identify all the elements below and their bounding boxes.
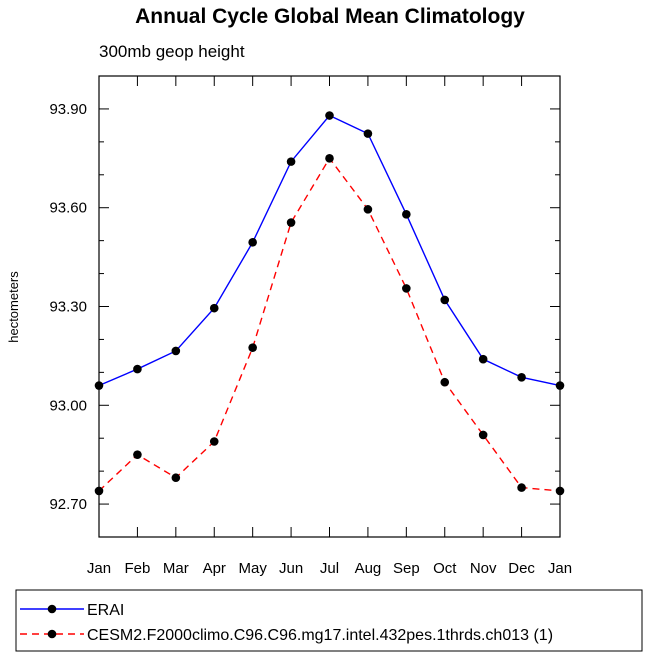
legend-marker-0	[47, 604, 57, 614]
series-0-point	[402, 210, 411, 219]
chart-title: Annual Cycle Global Mean Climatology	[135, 5, 525, 28]
series-0-point	[171, 346, 181, 356]
series-1-point	[248, 343, 257, 352]
series-1-point	[363, 205, 373, 214]
y-tick-label: 93.90	[49, 101, 87, 118]
chart-subtitle: 300mb geop height	[99, 42, 245, 61]
series-0-point	[325, 111, 334, 120]
legend-marker-1	[47, 629, 57, 639]
series-1-point	[171, 473, 181, 483]
series-0-point	[440, 295, 450, 305]
series-1-point	[402, 284, 411, 293]
x-tick-label: Jul	[320, 560, 339, 577]
series-1-point	[325, 154, 334, 163]
x-tick-label: Jan	[548, 560, 572, 577]
series-1-point	[133, 450, 142, 459]
legend: ERAI CESM2.F2000climo.C96.C96.mg17.intel.…	[20, 602, 553, 644]
x-tick-label: Apr	[203, 560, 226, 577]
series-1-point	[517, 483, 526, 492]
series-1-point	[94, 486, 104, 496]
x-tick-label: May	[238, 560, 267, 577]
series-0-point	[478, 354, 488, 364]
series-1-point	[478, 430, 488, 440]
series-1-point	[555, 486, 565, 496]
y-axis-label: hectometers	[6, 271, 21, 343]
series-0-point	[555, 381, 565, 390]
series-line-1	[98, 157, 561, 492]
plot-frame	[98, 75, 561, 538]
x-tick-label: Jan	[87, 560, 111, 577]
legend-box	[15, 589, 643, 652]
legend-label-1: CESM2.F2000climo.C96.C96.mg17.intel.432p…	[87, 627, 553, 644]
series-1-point	[286, 218, 296, 227]
x-tick-label: Oct	[433, 560, 457, 577]
series-0-point	[94, 381, 104, 390]
series-0-point	[248, 237, 257, 247]
series-1-point	[209, 437, 219, 446]
y-tick-label: 93.00	[49, 397, 87, 414]
x-tick-label: Aug	[355, 560, 382, 577]
series-0-point	[209, 303, 219, 313]
series-0-point	[286, 157, 296, 166]
x-tick-label: Sep	[393, 560, 420, 577]
x-tick-label: Dec	[508, 560, 535, 577]
y-tick-label: 92.70	[49, 496, 87, 513]
x-tick-label: Nov	[470, 560, 497, 577]
series-layer	[94, 111, 565, 496]
series-0-point	[517, 372, 526, 382]
series-0-point	[363, 129, 373, 138]
y-tick-label: 93.60	[49, 200, 87, 217]
x-tick-label: Mar	[163, 560, 189, 577]
series-1-point	[440, 377, 450, 387]
series-0-point	[133, 364, 142, 374]
legend-label-0: ERAI	[87, 602, 124, 619]
x-tick-label: Jun	[279, 560, 303, 577]
x-tick-label: Feb	[124, 560, 150, 577]
axis-ticks: Jan Feb Mar Apr May Jun Jul Aug Sep Oct Nov Dec Jan 9…	[49, 75, 572, 577]
y-tick-label: 93.30	[49, 299, 87, 316]
